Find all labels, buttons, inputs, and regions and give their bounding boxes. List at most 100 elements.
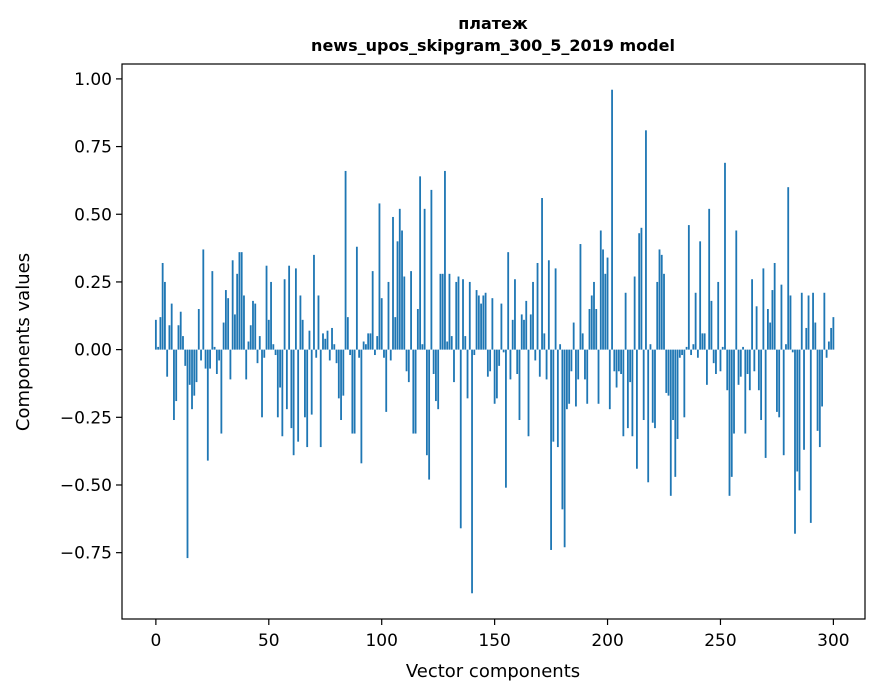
bar-292 [814, 322, 817, 350]
bar-37 [238, 252, 241, 350]
bar-190 [584, 349, 586, 380]
bar-32 [227, 298, 230, 350]
bar-254 [728, 349, 731, 496]
bar-182 [565, 349, 568, 410]
bar-92 [362, 341, 365, 350]
bar-232 [678, 349, 681, 358]
bar-107 [396, 241, 399, 350]
bar-278 [782, 349, 785, 456]
bar-236 [687, 225, 690, 350]
bar-166 [529, 314, 532, 350]
bar-89 [355, 246, 358, 350]
bar-82 [340, 349, 342, 421]
bar-274 [773, 262, 776, 350]
bar-222 [656, 281, 659, 350]
bar-123 [432, 349, 435, 374]
bar-299 [830, 327, 833, 350]
bar-210 [629, 349, 632, 383]
bar-270 [764, 349, 767, 458]
y-tick-label: −0.50 [60, 476, 112, 496]
bar-224 [660, 254, 663, 350]
bar-115 [414, 349, 417, 434]
bar-295 [821, 349, 823, 407]
bar-259 [739, 349, 742, 377]
plot-frame [121, 63, 866, 620]
bar-91 [360, 349, 363, 464]
bar-9 [175, 349, 178, 402]
bar-72 [317, 295, 320, 350]
bar-215 [640, 227, 643, 350]
bar-170 [538, 349, 541, 377]
x-tick-label: 100 [365, 631, 397, 651]
bar-290 [809, 349, 812, 523]
bar-175 [550, 349, 552, 550]
bar-273 [771, 290, 774, 350]
bar-221 [654, 349, 656, 429]
bar-4 [164, 281, 166, 350]
bar-202 [611, 89, 613, 350]
bar-13 [184, 349, 187, 366]
bar-219 [649, 344, 652, 350]
bar-186 [575, 349, 577, 407]
bar-67 [306, 349, 309, 448]
bar-211 [631, 349, 634, 437]
bar-128 [444, 170, 446, 350]
bar-287 [803, 349, 805, 450]
bar-142 [475, 290, 478, 350]
bar-249 [717, 281, 720, 350]
bar-297 [825, 349, 828, 358]
bar-117 [419, 176, 422, 350]
bar-217 [645, 130, 647, 350]
bar-100 [380, 298, 383, 350]
bar-252 [724, 162, 726, 350]
bar-64 [299, 295, 302, 350]
bar-77 [328, 349, 331, 361]
bar-244 [706, 349, 708, 385]
bar-0 [154, 319, 157, 350]
bar-281 [789, 295, 792, 350]
bar-197 [599, 230, 602, 350]
bar-56 [281, 349, 284, 437]
bar-44 [254, 303, 257, 350]
bar-21 [202, 249, 205, 350]
bar-35 [234, 314, 236, 350]
bar-60 [290, 349, 293, 429]
bar-267 [757, 349, 760, 391]
bar-193 [590, 295, 593, 350]
bar-46 [258, 336, 261, 350]
bar-141 [473, 349, 476, 356]
bar-147 [486, 349, 489, 377]
bar-51 [270, 281, 272, 350]
bar-8 [173, 349, 175, 421]
bar-231 [676, 349, 679, 439]
bar-series [154, 89, 835, 594]
bar-159 [514, 279, 516, 350]
bar-214 [638, 233, 641, 350]
bar-171 [541, 198, 543, 350]
bar-125 [437, 349, 440, 410]
y-tick-label: −0.75 [60, 544, 112, 564]
bar-195 [595, 309, 598, 350]
bar-118 [421, 344, 424, 350]
bar-220 [651, 349, 654, 423]
bar-85 [346, 317, 349, 350]
bar-192 [588, 309, 591, 350]
bar-207 [622, 349, 625, 437]
bar-283 [794, 349, 796, 534]
bar-93 [365, 344, 367, 350]
bar-258 [737, 349, 740, 385]
bar-61 [292, 349, 295, 456]
bar-96 [371, 271, 374, 350]
bar-31 [224, 290, 227, 350]
bar-137 [464, 336, 467, 350]
bar-24 [209, 349, 211, 369]
bar-189 [581, 333, 584, 350]
bar-126 [439, 273, 442, 350]
bar-55 [279, 349, 281, 388]
bar-19 [197, 309, 200, 350]
bar-250 [719, 349, 722, 372]
bar-164 [525, 300, 528, 350]
bar-279 [785, 344, 787, 350]
bar-84 [344, 170, 347, 350]
bar-291 [812, 292, 814, 350]
